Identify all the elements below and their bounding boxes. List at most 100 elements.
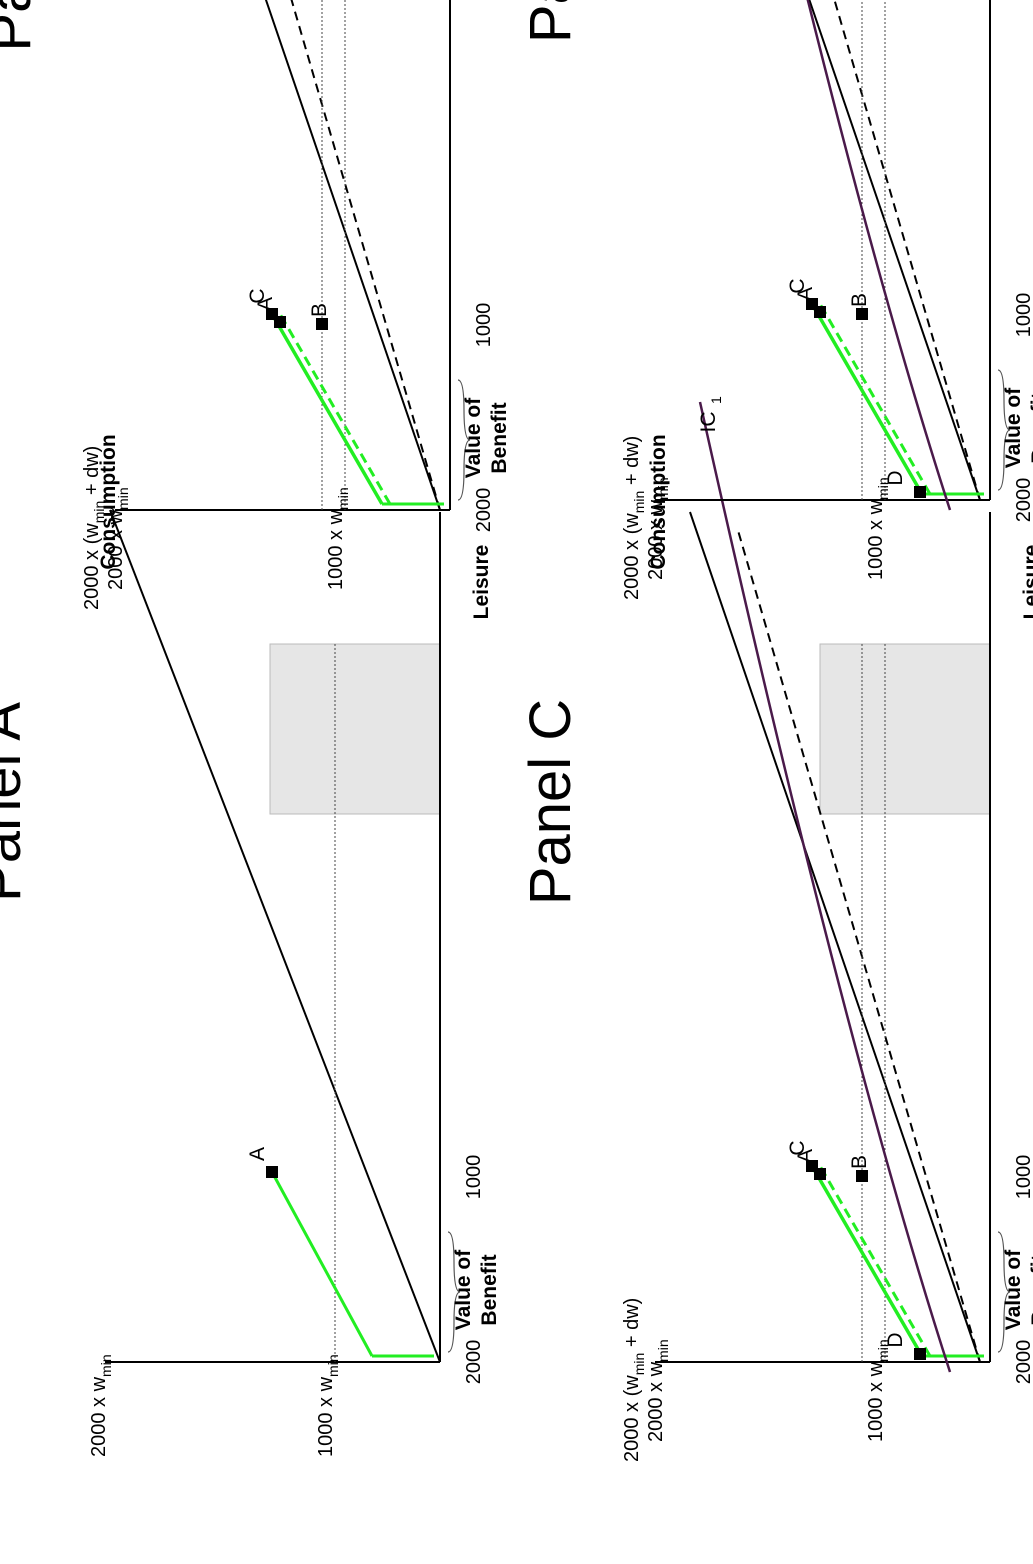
y-axis-label: Consumption bbox=[647, 434, 670, 569]
x-axis-label: Leisure bbox=[470, 545, 493, 620]
tick-text: 2000 x (w bbox=[81, 523, 103, 610]
point-c-marker bbox=[266, 308, 278, 320]
tick-text: 1000 x w bbox=[315, 1376, 337, 1457]
tick-text: 1000 x w bbox=[865, 499, 887, 580]
point-c-marker bbox=[806, 1160, 818, 1172]
tick-subscript: min bbox=[335, 487, 351, 510]
point-b-label: B bbox=[848, 293, 871, 307]
benefit-line-old bbox=[818, 303, 932, 495]
panel-title: Panel D bbox=[518, 0, 583, 43]
benefit-label-line1: Value of bbox=[452, 1249, 475, 1331]
x-tick-1000: 1000 bbox=[473, 303, 495, 348]
tick-subscript: min bbox=[325, 1354, 341, 1377]
y-tick-2000-wmin: 2000 x wmin bbox=[88, 1354, 114, 1457]
benefit-line-new bbox=[270, 313, 384, 505]
tick-text: 2000 x (w bbox=[621, 513, 643, 600]
panel-title: Panel B bbox=[0, 0, 43, 52]
ic-label: IC bbox=[697, 412, 720, 433]
x-tick-2000: 2000 bbox=[1013, 478, 1033, 523]
tick-subscript: min bbox=[875, 477, 891, 500]
point-d-marker bbox=[914, 486, 926, 498]
x-tick-1000: 1000 bbox=[463, 1155, 485, 1200]
point-b-label: B bbox=[308, 303, 331, 317]
tick-text: 2000 x w bbox=[105, 509, 127, 590]
point-b-marker bbox=[316, 318, 328, 330]
y-tick-1000-wmin: 1000 x wmin bbox=[325, 487, 351, 590]
point-c-label: C bbox=[246, 288, 269, 303]
budget-line bbox=[109, 509, 441, 1363]
y-tick-2000-wmin-dw: 2000 x (wmin + dw) bbox=[621, 1298, 647, 1462]
benefit-line-new bbox=[810, 303, 924, 495]
tick-subscript: min bbox=[98, 1354, 114, 1377]
tick-text: 2000 x w bbox=[88, 1376, 110, 1457]
benefit-label-line1: Value of bbox=[462, 397, 485, 479]
tick-text: 2000 x (w bbox=[621, 1375, 643, 1462]
original-budget-line bbox=[736, 0, 981, 501]
benefit-brace bbox=[997, 1231, 1011, 1353]
benefit-label-line1: Value of bbox=[1002, 387, 1025, 469]
point-b-label: B bbox=[848, 1155, 871, 1169]
y-tick-2000-wmin: 2000 x wmin bbox=[105, 487, 131, 590]
benefit-line bbox=[270, 1171, 374, 1357]
raised-budget-line bbox=[689, 511, 981, 1363]
tick-subscript: min bbox=[631, 1353, 647, 1376]
x-tick-2000: 2000 bbox=[463, 1340, 485, 1385]
y-tick-2000-wmin: 2000 x wmin bbox=[645, 477, 671, 580]
raised-budget-line bbox=[689, 0, 981, 501]
point-b-marker bbox=[856, 1170, 868, 1182]
x-tick-2000: 2000 bbox=[1013, 1340, 1033, 1385]
point-d-label: D bbox=[884, 1332, 907, 1347]
tick-subscript: min bbox=[91, 501, 107, 524]
tick-subscript: min bbox=[655, 477, 671, 500]
original-budget-line bbox=[736, 526, 981, 1363]
raised-budget-line bbox=[149, 0, 441, 511]
benefit-label-line2: Benefit bbox=[1028, 1254, 1033, 1325]
point-c-label: C bbox=[786, 278, 809, 293]
panel-c: 1000 2000 Leisure Consumption Value of Benefi… bbox=[518, 396, 1033, 1462]
original-budget-line bbox=[196, 0, 441, 511]
panel-a: 1000 2000 Leisure Consumption Value of Benefi… bbox=[0, 434, 501, 1457]
point-a-label: A bbox=[794, 287, 817, 301]
tick-text: 1000 x w bbox=[325, 509, 347, 590]
y-tick-2000-wmin-dw: 2000 x (wmin + dw) bbox=[621, 436, 647, 600]
point-d-label: D bbox=[884, 470, 907, 485]
point-c-label: C bbox=[786, 1140, 809, 1155]
tick-text: 2000 x w bbox=[645, 1361, 667, 1442]
tick-tail: + dw) bbox=[81, 446, 103, 501]
panel-title: Panel C bbox=[518, 699, 583, 905]
x-tick-1000: 1000 bbox=[1013, 293, 1033, 338]
benefit-line-new bbox=[810, 1165, 924, 1357]
benefit-brace bbox=[457, 379, 471, 501]
point-a-label: A bbox=[794, 1149, 817, 1163]
benefit-label-line2: Benefit bbox=[488, 402, 511, 473]
shaded-region bbox=[819, 643, 991, 815]
y-tick-1000-wmin: 1000 x wmin bbox=[865, 477, 891, 580]
y-tick-1000-wmin: 1000 x wmin bbox=[865, 1339, 891, 1442]
tick-tail: + dw) bbox=[621, 1298, 643, 1353]
x-tick-2000: 2000 bbox=[473, 488, 495, 533]
point-c-marker bbox=[806, 298, 818, 310]
y-tick-1000-wmin: 1000 x wmin bbox=[315, 1354, 341, 1457]
y-axis-label: Consumption bbox=[97, 434, 120, 569]
shaded-region bbox=[269, 643, 441, 815]
point-a-label: A bbox=[246, 1147, 269, 1161]
indifference-curve bbox=[698, 401, 952, 1373]
panel-title: Panel A bbox=[0, 702, 33, 902]
point-d-marker bbox=[914, 1348, 926, 1360]
benefit-line-old bbox=[818, 1165, 932, 1357]
y-tick-2000-wmin: 2000 x wmin bbox=[645, 1339, 671, 1442]
benefit-brace bbox=[997, 369, 1011, 491]
ic-label-subscript: 1 bbox=[708, 396, 724, 404]
benefit-brace bbox=[447, 1231, 461, 1353]
tick-text: 2000 x w bbox=[645, 499, 667, 580]
benefit-label-line1: Value of bbox=[1002, 1249, 1025, 1331]
tick-tail: + dw) bbox=[621, 436, 643, 491]
benefit-line-old bbox=[278, 313, 392, 505]
tick-subscript: min bbox=[875, 1339, 891, 1362]
y-tick-2000-wmin-dw: 2000 x (wmin + dw) bbox=[81, 446, 107, 610]
x-tick-1000: 1000 bbox=[1013, 1155, 1033, 1200]
tick-subscript: min bbox=[631, 491, 647, 514]
